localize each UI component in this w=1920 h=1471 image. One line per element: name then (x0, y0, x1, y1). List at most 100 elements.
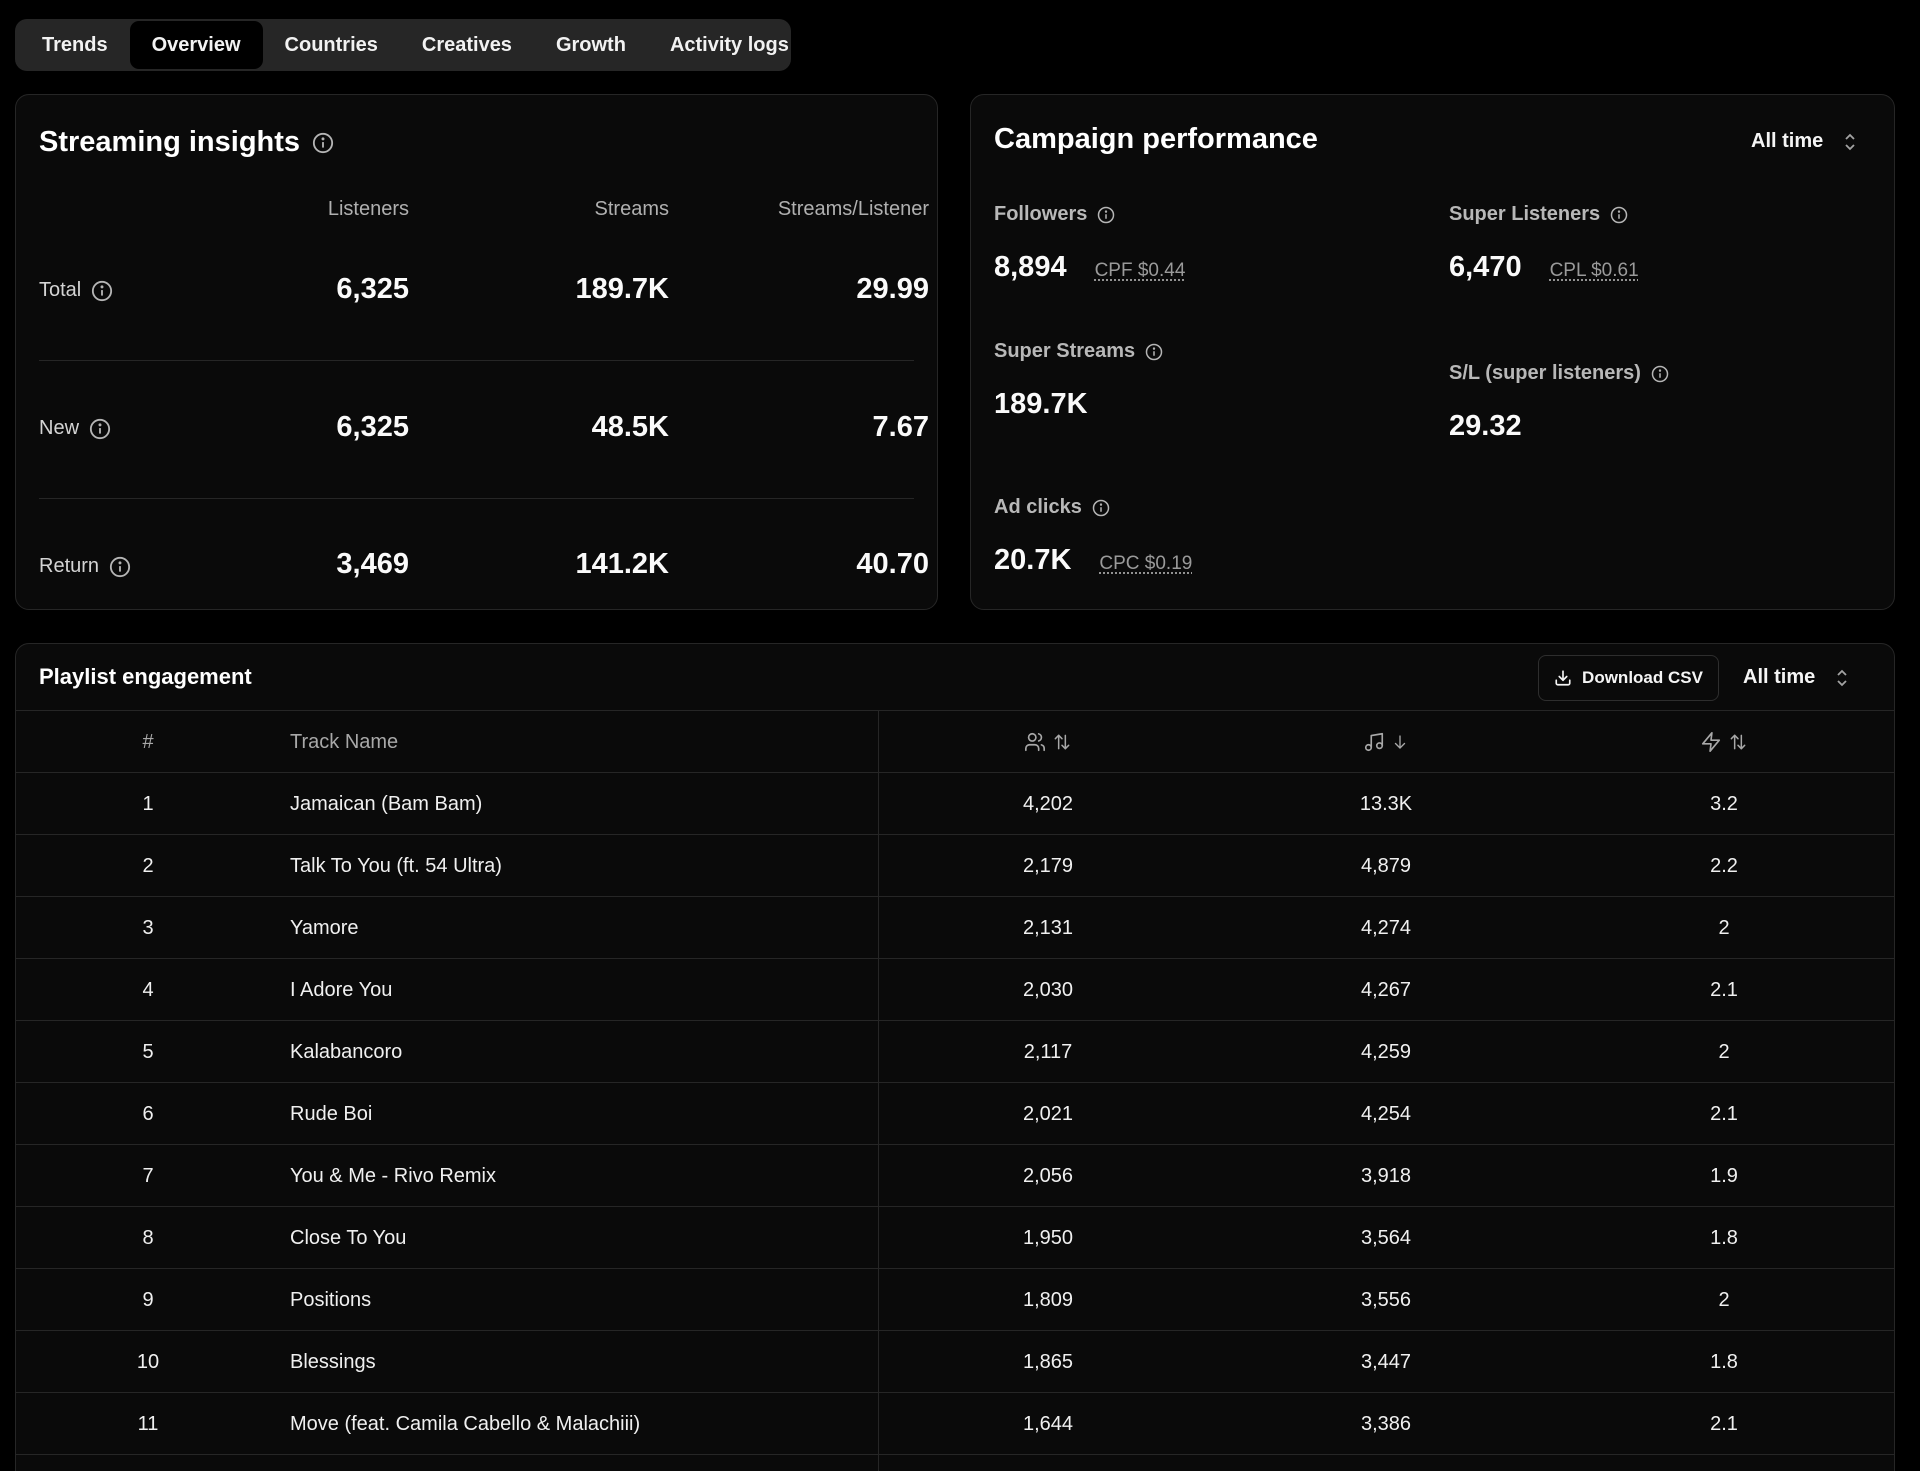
info-icon[interactable] (1145, 343, 1163, 361)
table-row[interactable]: 8 Close To You 1,950 3,564 1.8 (16, 1207, 1894, 1269)
table-row[interactable]: 6 Rude Boi 2,021 4,254 2.1 (16, 1083, 1894, 1145)
playlist-engagement-card: Playlist engagement Download CSV All tim… (15, 643, 1895, 1471)
info-icon[interactable] (1610, 206, 1628, 224)
track-name: You & Me - Rivo Remix (290, 1145, 870, 1207)
track-name: Rude Boi (290, 1083, 870, 1145)
super-listeners-label-text: Super Listeners (1449, 203, 1600, 226)
row-label-text: Total (39, 279, 81, 302)
tab-creatives[interactable]: Creatives (400, 21, 534, 69)
streaming-insights-card: Streaming insights Listeners Streams Str… (15, 94, 938, 610)
return-streams-value: 141.2K (429, 548, 669, 581)
track-name: Close To You (290, 1207, 870, 1269)
track-ratio: 3.2 (1555, 773, 1893, 835)
playlist-range-value: All time (1743, 666, 1815, 689)
campaign-range-select[interactable]: All time (1751, 130, 1857, 153)
track-number: 11 (16, 1393, 280, 1455)
new-listeners-value: 6,325 (169, 411, 409, 444)
download-csv-label: Download CSV (1582, 668, 1703, 688)
track-listeners: 2,179 (879, 835, 1217, 897)
track-ratio: 1.8 (1555, 1331, 1893, 1393)
super-listeners-value-wrap: 6,470 CPL $0.61 (1449, 251, 1639, 284)
streaming-insights-title: Streaming insights (39, 126, 300, 159)
track-number: 10 (16, 1331, 280, 1393)
listeners-sort[interactable] (1024, 731, 1072, 753)
track-streams: 3,564 (1217, 1207, 1555, 1269)
track-listeners: 1,809 (879, 1269, 1217, 1331)
playlist-range-select[interactable]: All time (1743, 666, 1849, 689)
table-row[interactable]: 3 Yamore 2,131 4,274 2 (16, 897, 1894, 959)
info-icon[interactable] (89, 418, 111, 440)
track-ratio: 2.1 (1555, 959, 1893, 1021)
tab-activity-logs[interactable]: Activity logs (648, 21, 811, 69)
track-number: 9 (16, 1269, 280, 1331)
super-listeners-value: 6,470 (1449, 251, 1522, 284)
info-icon[interactable] (109, 556, 131, 578)
tab-trends[interactable]: Trends (20, 21, 130, 69)
column-header-streams: Streams (429, 198, 669, 221)
sort-up-down-icon (1052, 732, 1072, 752)
tab-growth[interactable]: Growth (534, 21, 648, 69)
table-row[interactable]: 11 Move (feat. Camila Cabello & Malachii… (16, 1393, 1894, 1455)
ad-clicks-value: 20.7K (994, 544, 1071, 577)
track-ratio: 2.1 (1555, 1083, 1893, 1145)
table-row[interactable]: 10 Blessings 1,865 3,447 1.8 (16, 1331, 1894, 1393)
info-icon[interactable] (91, 280, 113, 302)
track-name: Positions (290, 1269, 870, 1331)
info-icon[interactable] (1092, 499, 1110, 517)
download-csv-button[interactable]: Download CSV (1538, 655, 1719, 701)
ratio-sort[interactable] (1700, 731, 1748, 753)
table-header-row: # Track Name (16, 711, 1894, 773)
table-row[interactable]: 7 You & Me - Rivo Remix 2,056 3,918 1.9 (16, 1145, 1894, 1207)
table-row[interactable]: 5 Kalabancoro 2,117 4,259 2 (16, 1021, 1894, 1083)
track-listeners: 4,202 (879, 773, 1217, 835)
column-header-streams-per-listener: Streams/Listener (689, 198, 929, 221)
track-name: Move (feat. Camila Cabello & Malachiii) (290, 1393, 870, 1455)
table-row[interactable]: 4 I Adore You 2,030 4,267 2.1 (16, 959, 1894, 1021)
cpc-value: CPC $0.19 (1099, 553, 1192, 575)
track-number: 1 (16, 773, 280, 835)
cpf-value: CPF $0.44 (1095, 260, 1186, 282)
playlist-engagement-title: Playlist engagement (39, 664, 252, 690)
track-ratio: 1.9 (1555, 1145, 1893, 1207)
campaign-performance-card: Campaign performance All time Followers … (970, 94, 1895, 610)
column-header-listeners[interactable] (879, 711, 1217, 773)
followers-value: 8,894 (994, 251, 1067, 284)
info-icon[interactable] (312, 132, 334, 154)
track-listeners: 2,056 (879, 1145, 1217, 1207)
tab-countries[interactable]: Countries (263, 21, 400, 69)
track-ratio: 2 (1555, 897, 1893, 959)
chevron-up-down-icon (1843, 133, 1857, 151)
followers-label: Followers (994, 203, 1115, 226)
total-spl-value: 29.99 (689, 273, 929, 306)
row-label-total: Total (39, 279, 113, 302)
info-icon[interactable] (1097, 206, 1115, 224)
tab-overview[interactable]: Overview (130, 21, 263, 69)
track-number: 8 (16, 1207, 280, 1269)
track-ratio: 2 (1555, 1021, 1893, 1083)
track-name: Blessings (290, 1331, 870, 1393)
campaign-performance-title: Campaign performance (994, 123, 1318, 156)
info-icon[interactable] (1651, 365, 1669, 383)
track-ratio: 2.2 (1555, 835, 1893, 897)
table-row[interactable]: 1 Jamaican (Bam Bam) 4,202 13.3K 3.2 (16, 773, 1894, 835)
track-name: I Adore You (290, 959, 870, 1021)
row-divider (39, 498, 914, 499)
tab-bar: Trends Overview Countries Creatives Grow… (15, 19, 791, 71)
new-streams-value: 48.5K (429, 411, 669, 444)
track-streams: 3,447 (1217, 1331, 1555, 1393)
table-row[interactable]: 9 Positions 1,809 3,556 2 (16, 1269, 1894, 1331)
row-label-return: Return (39, 555, 131, 578)
column-header-listeners: Listeners (169, 198, 409, 221)
campaign-range-value: All time (1751, 130, 1823, 153)
return-listeners-value: 3,469 (169, 548, 409, 581)
track-number: 5 (16, 1021, 280, 1083)
table-row[interactable]: 2 Talk To You (ft. 54 Ultra) 2,179 4,879… (16, 835, 1894, 897)
playlist-header: Playlist engagement Download CSV All tim… (16, 644, 1894, 711)
chevron-up-down-icon (1835, 669, 1849, 687)
streams-sort[interactable] (1363, 731, 1409, 753)
column-header-streams[interactable] (1217, 711, 1555, 773)
column-header-ratio[interactable] (1555, 711, 1893, 773)
ad-clicks-label: Ad clicks (994, 496, 1110, 519)
row-label-text: Return (39, 555, 99, 578)
